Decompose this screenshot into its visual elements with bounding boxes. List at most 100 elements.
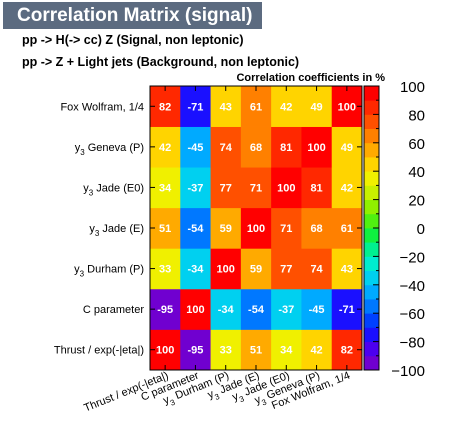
chart-title: Correlation Matrix (signal) <box>17 5 253 26</box>
colorbar-segment <box>364 213 379 229</box>
cell-value-label: 81 <box>310 182 322 194</box>
heatmap-cell <box>271 329 302 371</box>
colorbar-tick-label: 100 <box>400 79 425 96</box>
heatmap-cell <box>240 167 272 209</box>
heatmap-cell <box>271 126 302 168</box>
y-axis-label: y3 Jade (E0) <box>83 182 144 197</box>
cell-value-label: 61 <box>250 101 262 113</box>
heatmap-cell <box>210 167 242 209</box>
heatmap-cell <box>240 329 272 371</box>
colorbar-tick-label: −40 <box>400 278 425 295</box>
colorbar-segment <box>364 114 379 129</box>
cell-value-label: 77 <box>220 182 232 194</box>
cell-value-label: 68 <box>250 142 262 154</box>
heatmap-cell <box>180 86 211 127</box>
cell-value-label: 71 <box>250 182 262 194</box>
cell-value-label: -45 <box>309 304 325 316</box>
colorbar-tick-label: −20 <box>400 249 425 266</box>
heatmap-cell <box>301 248 333 290</box>
heatmap-cell <box>210 288 242 330</box>
cell-value-label: -34 <box>218 304 235 316</box>
colorbar-segment <box>364 313 379 328</box>
y-axis-label: C parameter <box>83 304 144 316</box>
cell-value-label: -95 <box>187 345 203 357</box>
cell-value-label: 34 <box>159 182 172 194</box>
heatmap-cell <box>210 207 242 249</box>
colorbar-tick-label: 0 <box>417 221 425 238</box>
colorbar-tick-label: 40 <box>408 164 425 181</box>
heatmap-cell <box>150 288 181 330</box>
colorbar-segment <box>364 199 379 215</box>
cell-value-label: 71 <box>280 223 292 235</box>
chart-subtitle: Correlation coefficients in % <box>236 72 385 84</box>
colorbar-tick-label: 60 <box>408 136 425 153</box>
chart-title-box: Correlation Matrix (signal) <box>3 2 262 29</box>
heatmap-cell <box>180 207 211 249</box>
heatmap-cell <box>180 288 211 330</box>
heatmap-cell <box>271 167 302 209</box>
colorbar-segment <box>364 185 379 200</box>
heatmap-cell <box>240 288 272 330</box>
cell-value-label: 74 <box>310 264 323 276</box>
heatmap-cell <box>271 248 302 290</box>
heatmap-cell <box>210 126 242 168</box>
colorbar-segment <box>364 128 379 144</box>
colorbar-segment <box>364 100 379 115</box>
heatmap-cell <box>271 207 302 249</box>
cell-value-label: -37 <box>278 304 294 316</box>
colorbar-segment <box>364 86 379 101</box>
cell-value-label: 59 <box>220 223 232 235</box>
cell-value-label: 42 <box>310 345 322 357</box>
heatmap-cell <box>210 248 242 290</box>
cell-value-label: -54 <box>187 223 204 235</box>
y-axis-label: y3 Geneva (P) <box>75 142 144 157</box>
cell-value-label: -95 <box>157 304 173 316</box>
cell-value-label: 100 <box>338 101 356 113</box>
heatmap-cell <box>150 86 181 127</box>
colorbar-segment <box>364 270 379 286</box>
cell-value-label: 100 <box>217 264 235 276</box>
cell-value-label: 34 <box>280 345 293 357</box>
colorbar-tick-label: −100 <box>391 363 425 380</box>
heatmap-cell <box>240 207 272 249</box>
background-description: pp -> Z + Light jets (Background, non le… <box>22 55 300 69</box>
colorbar-segment <box>364 256 379 271</box>
cell-value-label: 61 <box>341 223 353 235</box>
cell-value-label: -71 <box>339 304 355 316</box>
y-axis-label: Thrust / exp(-|eta|) <box>54 345 144 357</box>
heatmap-cell <box>240 126 272 168</box>
colorbar-segment <box>364 327 379 342</box>
heatmap-cell <box>180 167 211 209</box>
cell-value-label: 42 <box>159 142 171 154</box>
heatmap-cell <box>301 167 333 209</box>
cell-value-label: 74 <box>220 142 233 154</box>
cell-value-label: 100 <box>307 142 325 154</box>
heatmap-cell <box>150 329 181 371</box>
cell-value-label: 82 <box>159 101 171 113</box>
cell-value-label: 49 <box>310 101 322 113</box>
colorbar-segment <box>364 157 379 172</box>
cell-value-label: 42 <box>280 101 292 113</box>
cell-value-label: 59 <box>250 264 262 276</box>
colorbar-tick-label: 20 <box>408 193 425 210</box>
heatmap-cell <box>301 207 333 249</box>
cell-value-label: 49 <box>341 142 353 154</box>
heatmap-cell <box>150 207 181 249</box>
cell-value-label: 51 <box>250 345 262 357</box>
cell-value-label: 43 <box>341 264 353 276</box>
colorbar-tick-label: 80 <box>408 107 425 124</box>
cell-value-label: 77 <box>280 264 292 276</box>
heatmap-cell <box>210 86 242 127</box>
heatmap-cell <box>301 86 333 127</box>
cell-value-label: 100 <box>186 304 204 316</box>
cell-value-label: 82 <box>341 345 353 357</box>
cell-value-label: 42 <box>341 182 353 194</box>
cell-value-label: 51 <box>159 223 171 235</box>
heatmap-cell <box>271 288 302 330</box>
colorbar-segment <box>364 242 379 257</box>
colorbar-tick-label: −80 <box>400 335 425 352</box>
cell-value-label: 43 <box>220 101 232 113</box>
heatmap-cell <box>210 329 242 371</box>
cell-value-label: 100 <box>247 223 265 235</box>
